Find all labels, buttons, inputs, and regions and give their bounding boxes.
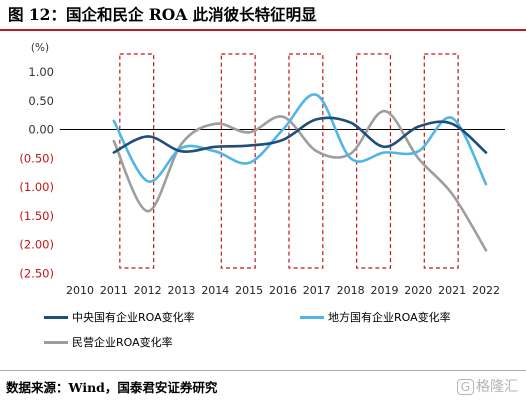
- x-tick-label: 2018: [337, 284, 365, 297]
- y-tick-label: (1.50): [19, 209, 54, 223]
- x-tick-label: 2021: [438, 284, 466, 297]
- x-tick-label: 2016: [269, 284, 297, 297]
- legend-label: 地方国有企业ROA变化率: [328, 311, 451, 324]
- highlight-box-3: [288, 53, 324, 269]
- y-tick-label: 0.00: [28, 123, 54, 137]
- x-tick-label: 2020: [404, 284, 432, 297]
- y-axis-unit-label: (%): [31, 42, 49, 54]
- line-chart: (%) 1.00 0.50 0.00 (0.50) (1.00) (1.50) (2.00)…: [19, 42, 505, 297]
- highlight-box-5: [423, 53, 459, 269]
- footer-divider: [0, 370, 526, 371]
- legend-label: 民营企业ROA变化率: [72, 336, 173, 349]
- y-tick-label: (0.50): [19, 151, 54, 165]
- chart-title: 图 12：国企和民企 ROA 此消彼长特征明显: [8, 5, 317, 24]
- x-tick-label: 2013: [167, 284, 195, 297]
- y-tick-label: (2.00): [19, 238, 54, 252]
- y-tick-label: 1.00: [28, 65, 54, 79]
- x-tick-label: 2010: [66, 284, 94, 297]
- x-tick-label: 2015: [235, 284, 263, 297]
- legend-label: 中央国有企业ROA变化率: [72, 311, 195, 324]
- x-tick-label: 2012: [134, 284, 162, 297]
- x-tick-label: 2017: [303, 284, 331, 297]
- source-note: 数据来源：Wind，国泰君安证券研究: [6, 380, 218, 395]
- x-tick-label: 2019: [370, 284, 398, 297]
- y-tick-label: 0.50: [28, 94, 54, 108]
- x-tick-label: 2014: [201, 284, 229, 297]
- watermark: G 格隆汇: [456, 376, 518, 396]
- legend-swatch: [300, 316, 324, 319]
- y-tick-label: (1.00): [19, 180, 54, 194]
- series-line-3: [112, 109, 488, 252]
- title-divider: [0, 29, 526, 31]
- series-line-1: [112, 116, 488, 154]
- legend-swatch: [44, 316, 68, 319]
- y-tick-label: (2.50): [19, 266, 54, 280]
- watermark-text: 格隆汇: [476, 379, 518, 395]
- x-tick-label: 2011: [100, 284, 128, 297]
- highlight-box-1: [119, 53, 155, 269]
- x-tick-label: 2022: [472, 284, 500, 297]
- legend-swatch: [44, 341, 68, 344]
- watermark-logo-icon: G: [456, 379, 474, 395]
- series-line-2: [112, 93, 488, 186]
